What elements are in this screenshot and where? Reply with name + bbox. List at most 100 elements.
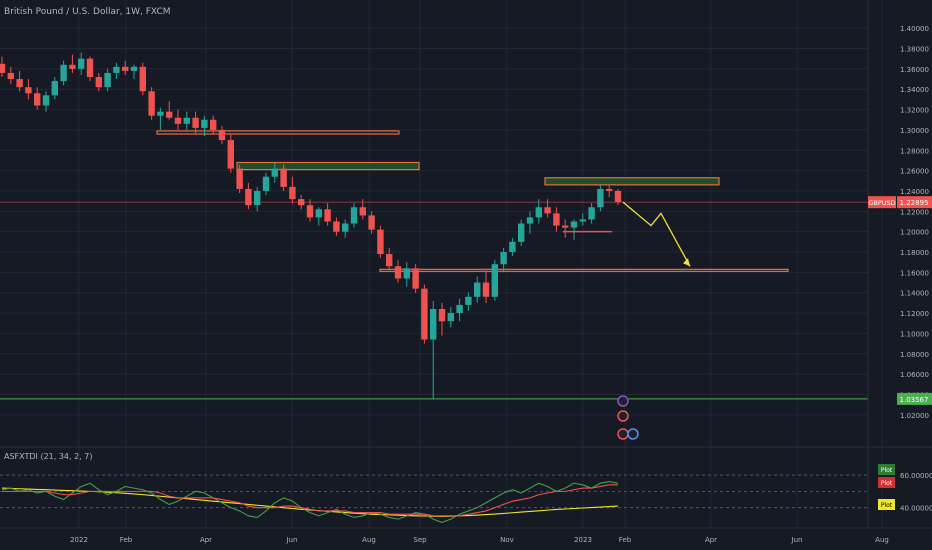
candle-body (0, 63, 6, 73)
low-line-label-bg (897, 392, 932, 405)
time-tick-label: Jun (791, 536, 803, 544)
indicator-plot-badge-bg (878, 499, 895, 510)
indicator-red-line (2, 484, 618, 517)
candle-body (412, 268, 419, 289)
price-tick-label: 1.24000 (900, 188, 929, 196)
price-tick-label: 1.14000 (900, 290, 929, 298)
candle-body (262, 176, 270, 191)
candle-body (465, 296, 472, 305)
economic-event-icon[interactable] (617, 428, 629, 440)
price-tick-label: 1.12000 (900, 310, 929, 318)
candle-body (104, 72, 111, 88)
candle-body (306, 205, 314, 218)
candle-body (289, 186, 296, 200)
candle-body (183, 117, 190, 124)
indicator-title[interactable]: ASFXTDI (21, 34, 2, 7) (4, 452, 92, 461)
indicator-tick-label: 60.00000 (900, 472, 932, 480)
candle-body (218, 129, 226, 141)
candle-body (359, 207, 366, 216)
time-tick-label: Feb (619, 536, 632, 544)
candle-body (438, 309, 446, 322)
economic-event-icon[interactable] (617, 395, 629, 407)
candle-body (166, 111, 173, 118)
low-line-label: 1.03567 (900, 396, 929, 404)
candle-body (78, 58, 85, 69)
indicator-plot-badge: Plot (881, 502, 893, 509)
price-tick-label: 1.32000 (900, 107, 929, 115)
price-tick-label: 1.16000 (900, 269, 929, 277)
candle-body (518, 223, 525, 242)
price-tick-label: 1.02000 (900, 412, 929, 420)
candle-body (16, 79, 23, 88)
candle-body (298, 199, 305, 206)
candle-body (377, 229, 384, 255)
candle-body (491, 264, 498, 297)
candle-body (254, 190, 261, 206)
economic-event-icon[interactable] (627, 428, 639, 440)
candle-body (192, 117, 199, 128)
indicator-green-line (1, 481, 619, 523)
candle-body (113, 66, 120, 73)
candle-body (597, 188, 604, 208)
candle-body (526, 217, 534, 224)
candle-body (553, 213, 560, 226)
time-tick-label: Apr (200, 536, 212, 544)
candle-body (474, 282, 481, 297)
price-tick-label: 1.40000 (900, 25, 929, 33)
indicator-yellow-line (1, 487, 619, 517)
ticker-label-bg (868, 196, 896, 209)
candle-body (25, 87, 32, 94)
candle-body (60, 64, 67, 82)
price-tick-label: 1.22000 (900, 208, 929, 216)
indicator-plot-badge-bg (878, 477, 895, 488)
projection-path (622, 201, 691, 267)
candle-body (245, 188, 252, 206)
ticker-label: GBPUSD (868, 199, 895, 207)
resistance-zone (236, 161, 420, 171)
candle-body (368, 215, 375, 230)
candle-body (570, 221, 578, 228)
candle-body (456, 304, 463, 314)
price-tick-label: 1.18000 (900, 249, 929, 257)
last-price-label-bg (897, 196, 932, 209)
candle-body (324, 209, 331, 222)
price-tick-label: 1.30000 (900, 127, 929, 135)
price-tick-label: 1.26000 (900, 168, 929, 176)
time-tick-label: Nov (500, 536, 514, 544)
indicator-plot-badge-bg (878, 464, 895, 475)
last-price-label: 1.22895 (900, 199, 929, 207)
candle-body (333, 221, 340, 232)
symbol-title[interactable]: British Pound / U.S. Dollar, 1W, FXCM (4, 7, 171, 17)
candle-body (148, 91, 155, 116)
candle-body (42, 95, 50, 106)
candle-body (157, 111, 164, 116)
candle-body (482, 282, 490, 297)
indicator-plot-badge: Plot (881, 480, 893, 487)
candle-body (122, 66, 129, 71)
price-tick-label: 1.34000 (900, 86, 929, 94)
price-tick-label: 1.28000 (900, 147, 929, 155)
candle-body (139, 66, 146, 92)
candle-body (500, 252, 507, 265)
price-tick-label: 1.06000 (900, 371, 929, 379)
projection-arrowhead (683, 258, 690, 267)
candle-body (403, 268, 410, 279)
candle-body (588, 207, 595, 220)
candle-body (315, 209, 322, 218)
horizontal-lines (0, 201, 868, 400)
time-tick-label: Aug (875, 536, 889, 544)
price-tick-label: 1.20000 (900, 229, 929, 237)
time-tick-label: Feb (120, 536, 133, 544)
candle-body (350, 207, 358, 224)
candle-body (579, 219, 586, 222)
candle-body (130, 66, 138, 71)
candle-body (7, 72, 14, 80)
economic-event-icon[interactable] (617, 410, 629, 422)
candle-body (394, 266, 402, 279)
time-tick-label: Sep (413, 536, 427, 544)
candle-body (421, 288, 428, 340)
event-markers[interactable] (617, 395, 639, 440)
price-zones (156, 130, 789, 272)
